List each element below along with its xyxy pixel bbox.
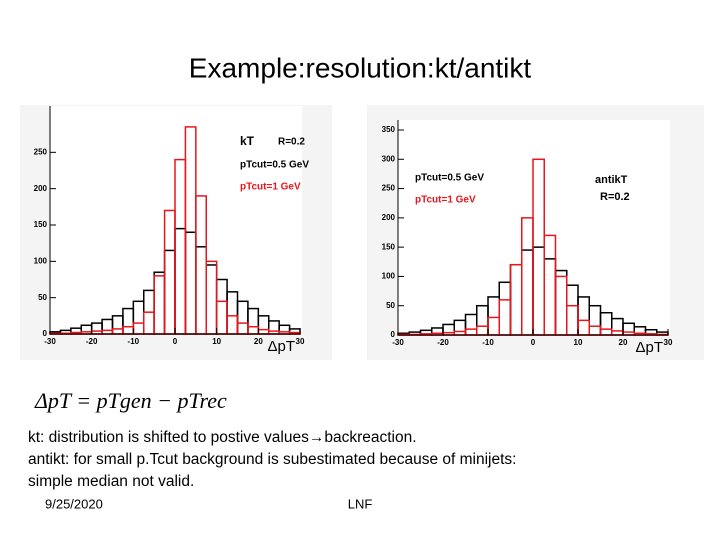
y-tick-label: 100 (34, 256, 48, 265)
x-tick-label: 30 (664, 338, 673, 347)
footer-center: LNF (348, 496, 373, 511)
annotation: R=0.2 (600, 191, 630, 203)
x-axis-label: ΔpT (635, 339, 663, 356)
y-tick-label: 150 (382, 242, 396, 251)
x-tick-label: 0 (531, 338, 536, 347)
y-tick-label: 50 (386, 301, 395, 310)
x-tick-label: -10 (128, 337, 140, 346)
y-tick-label: 350 (382, 125, 396, 134)
y-tick-label: 200 (382, 213, 396, 222)
y-tick-label: 200 (34, 184, 48, 193)
annotation: R=0.2 (278, 137, 305, 148)
legend-entry: pTcut=0.5 GeV (415, 173, 484, 184)
x-axis-label: ΔpT (267, 338, 295, 355)
x-tick-label: 0 (173, 337, 178, 346)
y-tick-label: 150 (34, 220, 48, 229)
x-tick-label: -20 (437, 338, 449, 347)
legend-entry: pTcut=0.5 GeV (240, 160, 309, 171)
x-tick-label: 20 (619, 338, 628, 347)
body-line: antikt: for small p.Tcut background is s… (28, 451, 517, 468)
y-tick-label: 250 (34, 147, 48, 156)
x-tick-label: -30 (44, 337, 56, 346)
formula: ΔpT = pTgen − pTrec (34, 388, 227, 413)
body-line: simple median not valid. (28, 473, 194, 490)
y-tick-label: 300 (382, 154, 396, 163)
annotation: kT (240, 134, 255, 148)
x-tick-label: 10 (212, 337, 221, 346)
plot-frame (398, 120, 670, 335)
y-tick-label: 0 (391, 330, 396, 339)
footer-date: 9/25/2020 (45, 496, 103, 511)
plot-frame (50, 106, 302, 334)
x-tick-label: 30 (296, 337, 305, 346)
x-tick-label: -10 (482, 338, 494, 347)
y-tick-label: 250 (382, 184, 396, 193)
slide-title: Example:resolution:kt/antikt (189, 52, 532, 83)
legend-entry: pTcut=1 GeV (240, 182, 301, 193)
body-line: kt: distribution is shifted to postive v… (28, 429, 417, 446)
x-tick-label: 20 (254, 337, 263, 346)
y-tick-label: 0 (43, 329, 48, 338)
x-tick-label: 10 (574, 338, 583, 347)
y-tick-label: 50 (38, 293, 47, 302)
y-tick-label: 100 (382, 272, 396, 281)
legend-entry: pTcut=1 GeV (415, 195, 476, 206)
x-tick-label: -30 (392, 338, 404, 347)
annotation: antikT (595, 174, 628, 186)
x-tick-label: -20 (86, 337, 98, 346)
